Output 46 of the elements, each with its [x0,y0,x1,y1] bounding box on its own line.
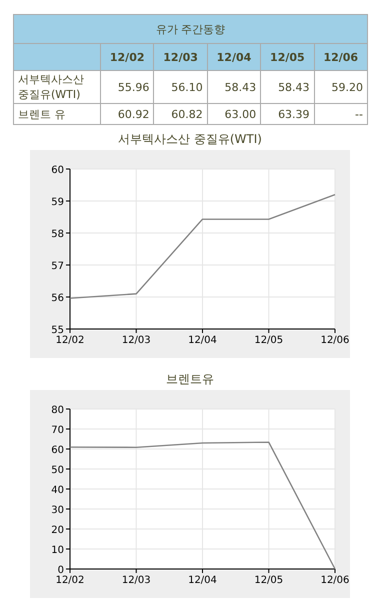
data-label: 55.96 [100,70,154,104]
y-tick-label: 55 [51,325,64,336]
data-label: 60.92 [100,104,154,124]
category-label: 12/04 [207,44,261,70]
data-label: 63.39 [260,104,314,124]
data-label: 58.43 [260,70,314,104]
y-tick-label: 59 [51,197,64,208]
y-tick-label: 60 [51,165,64,176]
category-label: 12/05 [260,44,314,70]
y-tick-label: 80 [51,405,64,416]
x-tick-label: 12/05 [254,335,284,346]
y-tick-label: 20 [51,525,64,536]
data-label: -- [314,104,368,124]
y-tick-label: 70 [51,425,64,436]
y-tick-label: 10 [51,545,64,556]
x-tick-label: 12/06 [320,335,350,346]
y-tick-label: 50 [51,465,64,476]
data-label: 58.43 [207,70,261,104]
x-tick-label: 12/06 [320,575,350,586]
x-tick-label: 12/04 [188,335,217,346]
x-tick-label: 12/02 [56,335,84,346]
y-tick-label: 0 [58,565,64,576]
category-label: 12/02 [100,44,154,70]
y-tick-label: 30 [51,505,64,516]
text: 유가 주간동향 [14,14,368,44]
y-tick-label: 40 [51,485,64,496]
category-label: 12/06 [314,44,368,70]
data-label: 60.82 [154,104,208,124]
text: 브렌트 유 [14,104,100,124]
line-series [69,194,336,299]
text: 서부텍사스산 중질유(WTI) [14,70,100,104]
y-tick-label: 58 [51,229,64,240]
chart-title: 브렌트유 [166,372,214,386]
data-label: 56.10 [154,70,208,104]
data-label: 63.00 [207,104,261,124]
x-tick-label: 12/02 [56,575,84,586]
chart-title: 서부텍사스산 중질유(WTI) [118,132,262,146]
y-tick-label: 60 [51,445,64,456]
x-tick-label: 12/03 [122,575,151,586]
x-tick-label: 12/03 [122,335,151,346]
x-tick-label: 12/05 [254,575,284,586]
y-tick-label: 57 [51,261,64,272]
x-tick-label: 12/04 [188,575,217,586]
y-tick-label: 56 [51,293,64,304]
data-label: 59.20 [314,70,368,104]
category-label: 12/03 [154,44,208,70]
